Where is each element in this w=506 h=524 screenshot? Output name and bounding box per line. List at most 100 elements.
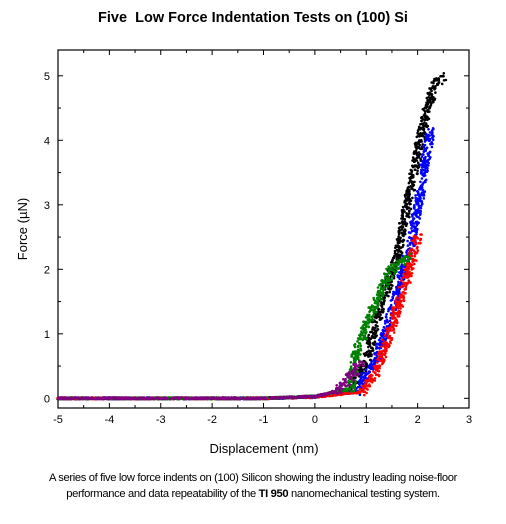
data-point-series-4 [344,387,348,391]
data-point-series-1 [417,165,421,169]
data-point-series-2 [423,149,427,152]
data-point-series-1 [426,99,430,103]
data-point-series-1 [397,246,401,250]
data-point-series-3 [410,239,414,243]
data-point-series-2 [379,336,382,340]
data-point-series-1 [406,186,410,189]
data-point-series-2 [431,142,434,146]
data-point-series-4 [347,387,350,390]
data-point-series-3 [405,265,409,268]
data-point-series-3 [384,355,388,359]
data-point-series-3 [410,266,414,270]
data-point-series-1 [433,86,437,90]
data-point-series-4 [406,257,410,261]
data-point-series-1 [419,157,423,161]
data-point-series-3 [413,254,417,258]
data-point-series-2 [418,194,421,198]
data-point-series-2 [423,169,427,172]
data-point-series-3 [378,350,382,353]
data-point-series-2 [415,221,419,224]
data-point-series-1 [413,160,417,163]
data-point-series-2 [378,341,382,345]
data-point-series-3 [383,353,387,357]
data-point-series-1 [432,96,435,99]
data-point-series-2 [398,292,401,295]
data-point-series-3 [411,257,415,261]
data-point-series-3 [413,238,417,242]
data-point-series-3 [381,338,384,342]
data-point-series-4 [350,355,353,358]
data-point-series-2 [420,204,423,207]
data-point-series-3 [402,296,406,300]
data-point-series-2 [426,166,429,170]
data-point-series-3 [419,237,423,241]
data-point-series-3 [364,378,368,382]
data-point-series-2 [420,171,423,175]
data-point-series-2 [420,192,424,196]
x-tick-label: -4 [104,414,114,426]
data-point-series-4 [403,255,407,258]
data-point-series-2 [410,220,413,223]
data-point-series-1 [404,224,408,227]
data-point-series-1 [362,352,366,356]
data-point-series-1 [431,85,435,88]
data-point-series-4 [367,319,371,322]
data-point-series-1 [433,98,436,102]
data-point-series-2 [358,393,362,397]
data-point-series-4 [357,350,361,354]
data-point-series-1 [420,115,424,119]
data-point-series-1 [428,97,432,101]
data-point-series-4 [356,348,360,352]
data-point-series-1 [370,346,373,350]
data-point-series-4 [363,337,367,341]
data-point-series-1 [415,135,419,139]
data-point-series-3 [356,391,360,395]
data-point-series-3 [331,394,334,398]
data-point-series-1 [442,79,446,82]
data-point-series-1 [406,205,409,209]
data-point-series-2 [423,157,427,160]
data-point-series-1 [418,135,421,138]
data-point-series-4 [358,342,362,345]
data-point-series-1 [428,91,432,94]
data-point-series-4 [409,252,413,255]
data-point-series-3 [340,393,344,397]
data-point-series-2 [370,360,374,363]
data-point-series-2 [425,163,429,167]
data-point-series-1 [430,93,434,96]
data-point-series-3 [360,385,364,388]
data-point-series-3 [392,322,395,326]
data-point-series-1 [397,230,401,234]
data-point-series-1 [393,249,397,253]
data-point-series-4 [405,259,409,263]
data-point-series-4 [359,337,363,341]
data-point-series-1 [409,185,413,188]
data-point-series-1 [399,225,403,229]
data-point-series-1 [421,108,425,111]
data-point-series-3 [402,291,405,294]
data-point-series-3 [410,247,414,251]
x-tick-label: 3 [466,414,472,426]
data-point-series-1 [427,96,430,99]
data-point-series-3 [376,361,379,364]
data-point-series-4 [372,308,375,312]
data-point-series-2 [422,197,426,200]
data-point-series-2 [424,132,428,136]
data-point-series-2 [358,379,361,383]
data-point-series-1 [397,250,400,253]
data-point-series-2 [375,351,379,354]
data-point-series-4 [380,293,384,297]
data-point-series-2 [363,371,367,375]
data-point-series-4 [394,263,398,266]
data-point-series-2 [387,309,390,313]
data-point-series-1 [360,369,364,373]
data-point-series-4 [359,353,362,356]
data-point-series-3 [407,274,411,278]
data-point-series-1 [352,376,356,380]
data-point-series-2 [398,275,402,278]
data-point-series-1 [411,196,414,200]
x-tick-label: 2 [415,414,421,426]
data-point-series-1 [398,256,401,260]
x-tick-label: 1 [363,414,369,426]
